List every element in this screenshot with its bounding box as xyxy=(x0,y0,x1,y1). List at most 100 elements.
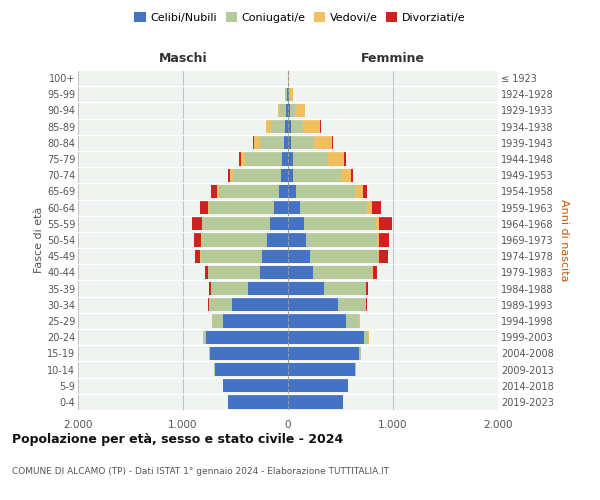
Bar xyxy=(284,136,288,149)
Bar xyxy=(208,201,209,214)
Bar xyxy=(203,330,206,344)
Bar xyxy=(366,282,368,295)
Bar xyxy=(344,152,346,166)
Bar xyxy=(193,234,202,246)
Bar xyxy=(286,104,288,117)
Bar xyxy=(372,201,382,214)
Bar xyxy=(206,330,288,344)
Bar xyxy=(288,185,296,198)
Y-axis label: Anni di nascita: Anni di nascita xyxy=(559,198,569,281)
Bar xyxy=(288,379,348,392)
Bar xyxy=(209,298,232,312)
Bar xyxy=(290,88,293,101)
Bar xyxy=(296,185,355,198)
Bar xyxy=(202,217,269,230)
Bar xyxy=(366,298,367,312)
Bar xyxy=(288,234,307,246)
Bar xyxy=(233,168,281,182)
Bar xyxy=(288,346,359,360)
Bar xyxy=(254,136,260,149)
Bar xyxy=(211,185,217,198)
Text: Popolazione per età, sesso e stato civile - 2024: Popolazione per età, sesso e stato civil… xyxy=(12,432,343,446)
Bar xyxy=(223,314,288,328)
Bar xyxy=(217,185,218,198)
Bar xyxy=(288,168,293,182)
Bar xyxy=(289,88,290,101)
Bar xyxy=(288,363,355,376)
Bar xyxy=(194,250,200,263)
Bar xyxy=(228,396,288,408)
Bar xyxy=(201,250,262,263)
Bar xyxy=(303,120,320,134)
Bar xyxy=(299,201,367,214)
Bar xyxy=(373,266,377,279)
Bar xyxy=(262,250,288,263)
Bar xyxy=(307,234,377,246)
Y-axis label: Fasce di età: Fasce di età xyxy=(34,207,44,273)
Bar xyxy=(280,104,286,117)
Bar xyxy=(241,152,245,166)
Bar xyxy=(288,396,343,408)
Bar xyxy=(295,104,305,117)
Bar xyxy=(260,266,288,279)
Bar xyxy=(338,298,366,312)
Bar xyxy=(288,88,289,101)
Bar xyxy=(287,88,288,101)
Text: COMUNE DI ALCAMO (TP) - Dati ISTAT 1° gennaio 2024 - Elaborazione TUTTITALIA.IT: COMUNE DI ALCAMO (TP) - Dati ISTAT 1° ge… xyxy=(12,468,389,476)
Bar xyxy=(359,346,361,360)
Bar xyxy=(379,234,389,246)
Bar xyxy=(266,120,271,134)
Bar xyxy=(291,136,314,149)
Bar xyxy=(239,152,241,166)
Bar xyxy=(355,185,363,198)
Bar xyxy=(208,266,260,279)
Bar xyxy=(372,266,373,279)
Bar xyxy=(212,314,223,328)
Bar xyxy=(211,282,248,295)
Bar xyxy=(223,379,288,392)
Bar xyxy=(367,201,372,214)
Bar xyxy=(288,250,310,263)
Bar xyxy=(288,136,291,149)
Bar xyxy=(328,152,344,166)
Bar xyxy=(313,266,372,279)
Bar xyxy=(230,168,233,182)
Bar xyxy=(200,201,208,214)
Bar xyxy=(288,201,299,214)
Bar xyxy=(288,217,304,230)
Bar xyxy=(341,168,351,182)
Bar xyxy=(286,88,287,101)
Bar xyxy=(288,282,324,295)
Bar xyxy=(293,168,341,182)
Bar xyxy=(271,120,285,134)
Bar xyxy=(288,298,338,312)
Bar xyxy=(363,185,367,198)
Bar xyxy=(253,136,254,149)
Bar xyxy=(379,250,388,263)
Bar xyxy=(209,282,211,295)
Bar xyxy=(248,282,288,295)
Bar xyxy=(208,298,209,312)
Bar xyxy=(314,136,332,149)
Bar xyxy=(290,120,303,134)
Bar xyxy=(293,152,328,166)
Bar xyxy=(282,152,288,166)
Bar xyxy=(269,217,288,230)
Bar xyxy=(218,185,278,198)
Bar xyxy=(211,346,288,360)
Bar xyxy=(267,234,288,246)
Bar xyxy=(227,168,230,182)
Bar xyxy=(288,330,364,344)
Bar xyxy=(288,120,290,134)
Bar xyxy=(245,152,282,166)
Bar xyxy=(232,298,288,312)
Bar xyxy=(376,217,379,230)
Bar xyxy=(209,201,274,214)
Bar xyxy=(377,234,379,246)
Bar xyxy=(288,152,293,166)
Bar xyxy=(310,250,379,263)
Text: Femmine: Femmine xyxy=(361,52,425,65)
Bar xyxy=(278,185,288,198)
Bar xyxy=(364,330,368,344)
Bar xyxy=(202,234,267,246)
